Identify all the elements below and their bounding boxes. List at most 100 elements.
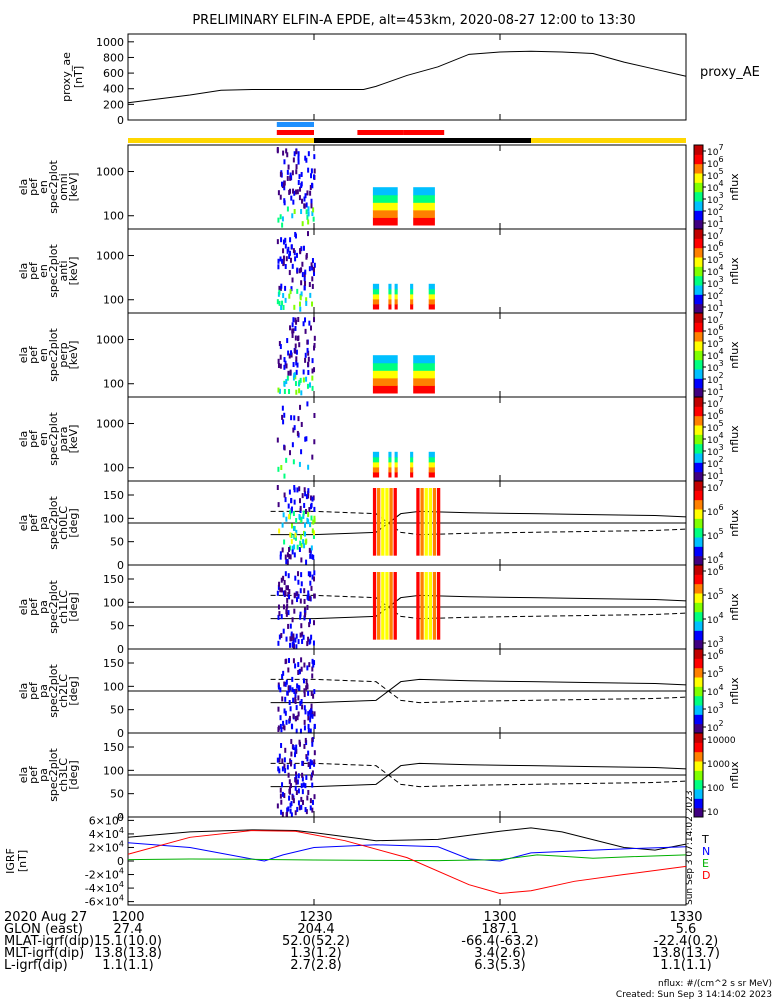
colorbar-segment xyxy=(694,807,703,818)
pa-pixel xyxy=(297,669,300,675)
colorbar-segment xyxy=(694,341,703,351)
spec-block xyxy=(372,355,398,364)
spec-pixel xyxy=(277,363,280,369)
pa-pixel xyxy=(305,809,308,815)
colorbar-segment xyxy=(694,789,703,799)
pa-pixel xyxy=(307,762,310,768)
spec-pixel xyxy=(284,297,287,303)
pa-pixel xyxy=(309,712,312,718)
pa-pixel xyxy=(291,599,294,605)
orbit-row-value: 1.3(1.2) xyxy=(290,946,342,961)
pa-pixel xyxy=(293,499,296,505)
pa-pixel xyxy=(287,573,290,579)
spec-pixel xyxy=(300,421,303,427)
pa-pixel xyxy=(277,584,280,590)
spec-pixel xyxy=(308,320,311,326)
spec-pixel xyxy=(289,172,292,178)
pa-pixel xyxy=(284,554,287,560)
spec-pixel xyxy=(305,202,308,208)
spec-block xyxy=(372,283,380,290)
spec-pixel xyxy=(288,353,291,359)
igrf-legend-E: E xyxy=(702,857,709,870)
pa-pixel xyxy=(297,579,300,585)
spec-pixel xyxy=(277,258,280,264)
spec-pixel xyxy=(295,369,298,375)
pa-pixel xyxy=(295,789,298,795)
colorbar-tick-label: 102 xyxy=(707,719,724,734)
colorbar-label: nflux xyxy=(728,761,741,789)
pa-pixel xyxy=(276,803,279,809)
spec-pixel xyxy=(279,256,282,262)
pa-y-tick-label: 150 xyxy=(103,489,124,502)
colorbar-label: nflux xyxy=(728,677,741,705)
spec-pixel xyxy=(280,464,283,470)
spec-pixel xyxy=(284,237,287,243)
pa-stripe xyxy=(393,572,397,640)
pa-pixel xyxy=(279,554,282,560)
pa-pixel xyxy=(278,768,281,774)
spec-pixel xyxy=(310,173,313,179)
pa-pixel xyxy=(279,723,282,729)
colorbar-tick-label: 106 xyxy=(707,239,724,254)
pa-pixel xyxy=(313,576,316,582)
pa-pixel xyxy=(309,805,312,811)
pa-pixel xyxy=(308,639,311,645)
pa-stripe xyxy=(420,572,424,640)
pa-pixel xyxy=(308,507,311,513)
pa-pixel xyxy=(290,523,293,529)
orbit-row-value: 204.4 xyxy=(297,922,334,937)
spec-block xyxy=(428,303,435,310)
spec-pixel xyxy=(305,297,308,303)
pa-y-tick-label: 0 xyxy=(117,811,124,824)
pa-pixel xyxy=(304,737,307,743)
pa-stripe xyxy=(432,572,437,640)
spec-block xyxy=(372,471,380,478)
colorbar-segment xyxy=(694,593,703,603)
ae-y-tick-label: 600 xyxy=(103,67,124,80)
pa-pixel xyxy=(295,529,298,535)
spec-pixel xyxy=(293,151,296,157)
pa-pixel xyxy=(308,595,311,601)
colorbar-tick-label: 105 xyxy=(707,527,724,542)
spec-block xyxy=(394,293,398,300)
pa-pixel xyxy=(282,604,285,610)
pa-pixel xyxy=(298,805,301,811)
spec-pixel xyxy=(310,262,313,268)
proxy-ae-line xyxy=(127,50,687,104)
spec-pixel xyxy=(279,214,282,220)
energy-spectrogram-panels: 1001000elapefenspec2plotomni[keV]1011021… xyxy=(17,143,741,482)
pa-pixel xyxy=(295,633,298,639)
pa-pixel xyxy=(281,547,284,553)
pa-pixel xyxy=(294,637,297,643)
pa-pixel xyxy=(289,623,292,629)
colorbar-label: nflux xyxy=(728,257,741,285)
spec-pixel xyxy=(291,332,294,338)
pa-pixel xyxy=(309,717,312,723)
spec-pixel xyxy=(313,412,316,418)
colorbar-tick-label: 103 xyxy=(707,701,724,716)
pa-pixel xyxy=(313,593,316,599)
colorbar-tick-label: 101 xyxy=(707,467,724,482)
pa-pixel xyxy=(289,808,292,814)
pa-pixel xyxy=(303,719,306,725)
spec-pixel xyxy=(298,342,301,348)
pa-pixel xyxy=(312,554,315,560)
pa-pixel xyxy=(311,658,314,664)
colorbar-segment xyxy=(694,658,703,669)
pa-y-tick-label: 150 xyxy=(103,657,124,670)
spec-pixel xyxy=(295,149,298,155)
energy-y-tick-label: 1000 xyxy=(96,250,124,263)
pa-pixel xyxy=(283,725,286,731)
colorbar-tick-label: 105 xyxy=(707,665,724,680)
pa-pixel xyxy=(289,785,292,791)
spec-block xyxy=(372,461,380,468)
spec-pixel xyxy=(292,328,295,334)
spec-pixel xyxy=(292,459,295,465)
pa-pixel xyxy=(288,795,291,801)
spec-pixel xyxy=(284,243,287,249)
pa-pixel xyxy=(280,633,283,639)
spec-pixel xyxy=(309,190,312,196)
energy-y-tick-label: 100 xyxy=(103,462,124,475)
colorbar-tick-label: 102 xyxy=(707,455,724,470)
